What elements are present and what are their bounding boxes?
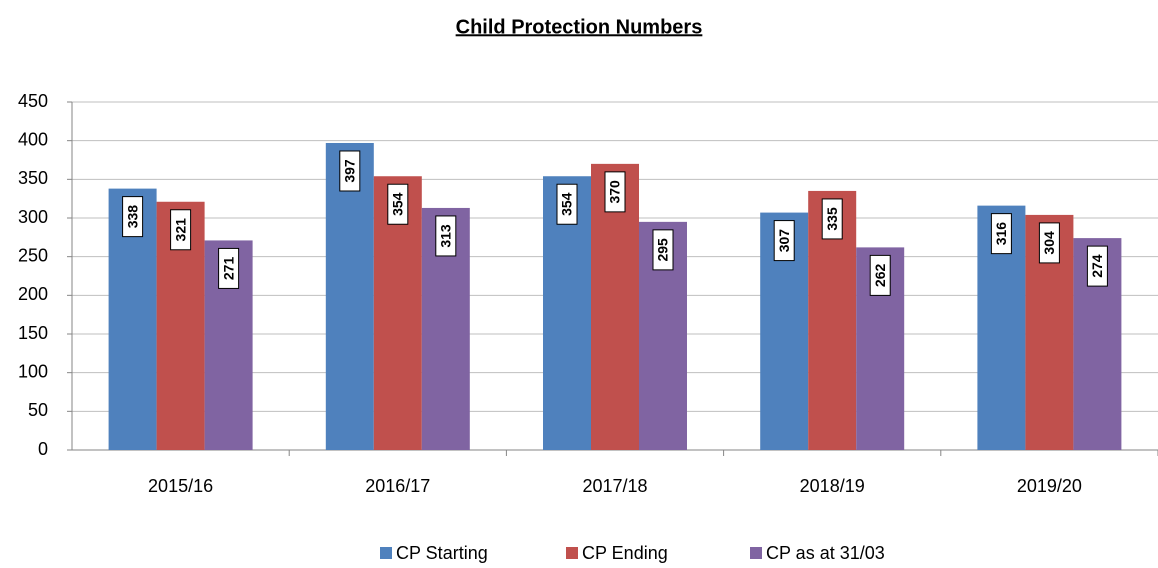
x-tick-label: 2015/16	[148, 476, 213, 496]
data-label-group: 321	[170, 209, 192, 251]
data-label: 304	[1041, 231, 1057, 255]
chart-title: Child Protection Numbers	[456, 16, 703, 38]
legend-swatch	[380, 547, 392, 559]
data-label: 354	[559, 192, 575, 216]
data-label-group: 370	[604, 171, 626, 213]
data-label: 274	[1089, 254, 1105, 278]
data-label-group: 313	[435, 215, 457, 257]
y-tick-label: 250	[18, 245, 48, 265]
y-tick-label: 50	[28, 400, 48, 420]
data-label-group: 304	[1038, 222, 1060, 264]
data-label-group: 262	[869, 254, 891, 296]
data-label: 335	[824, 207, 840, 231]
data-label: 271	[220, 257, 236, 281]
data-label: 370	[607, 180, 623, 204]
bar	[325, 142, 374, 450]
data-label: 295	[655, 238, 671, 262]
data-label-group: 295	[652, 229, 674, 271]
y-tick-label: 450	[18, 91, 48, 111]
data-label-box	[1086, 245, 1108, 287]
data-label-box	[773, 220, 795, 262]
data-label-box	[990, 213, 1012, 255]
data-label-group: 316	[990, 213, 1012, 255]
data-label-group: 335	[821, 198, 843, 240]
data-label-box	[604, 171, 626, 213]
data-label-box	[652, 229, 674, 271]
y-tick-label: 150	[18, 323, 48, 343]
data-label-group: 274	[1086, 245, 1108, 287]
data-label: 262	[872, 263, 888, 287]
data-label-box	[218, 247, 240, 289]
data-label-group: 354	[556, 183, 578, 225]
data-label-box	[1038, 222, 1060, 264]
data-label-group: 307	[773, 220, 795, 262]
data-label: 321	[172, 218, 188, 242]
data-label-group: 397	[339, 150, 361, 192]
legend-label: CP Starting	[396, 543, 488, 563]
data-label: 307	[776, 229, 792, 253]
legend-label: CP as at 31/03	[766, 543, 885, 563]
data-label-box	[387, 183, 409, 225]
x-tick-label: 2016/17	[365, 476, 430, 496]
y-tick-label: 300	[18, 207, 48, 227]
y-tick-label: 350	[18, 168, 48, 188]
data-label: 397	[342, 159, 358, 183]
x-tick-label: 2019/20	[1017, 476, 1082, 496]
legend-label: CP Ending	[582, 543, 668, 563]
data-label: 338	[124, 205, 140, 229]
data-label-box	[170, 209, 192, 251]
data-label-box	[821, 198, 843, 240]
data-label-box	[435, 215, 457, 257]
data-label-group: 338	[122, 196, 144, 238]
legend-swatch	[750, 547, 762, 559]
y-tick-label: 400	[18, 129, 48, 149]
x-tick-label: 2017/18	[582, 476, 647, 496]
y-tick-label: 100	[18, 361, 48, 381]
data-label-box	[556, 183, 578, 225]
x-tick-label: 2018/19	[800, 476, 865, 496]
data-label-box	[122, 196, 144, 238]
y-tick-label: 200	[18, 284, 48, 304]
data-label: 316	[993, 222, 1009, 246]
data-label: 354	[390, 192, 406, 216]
data-label-group: 271	[218, 247, 240, 289]
data-label-box	[869, 254, 891, 296]
data-label: 313	[438, 224, 454, 248]
data-label-group: 354	[387, 183, 409, 225]
legend-swatch	[566, 547, 578, 559]
data-label-box	[339, 150, 361, 192]
y-tick-label: 0	[38, 439, 48, 459]
